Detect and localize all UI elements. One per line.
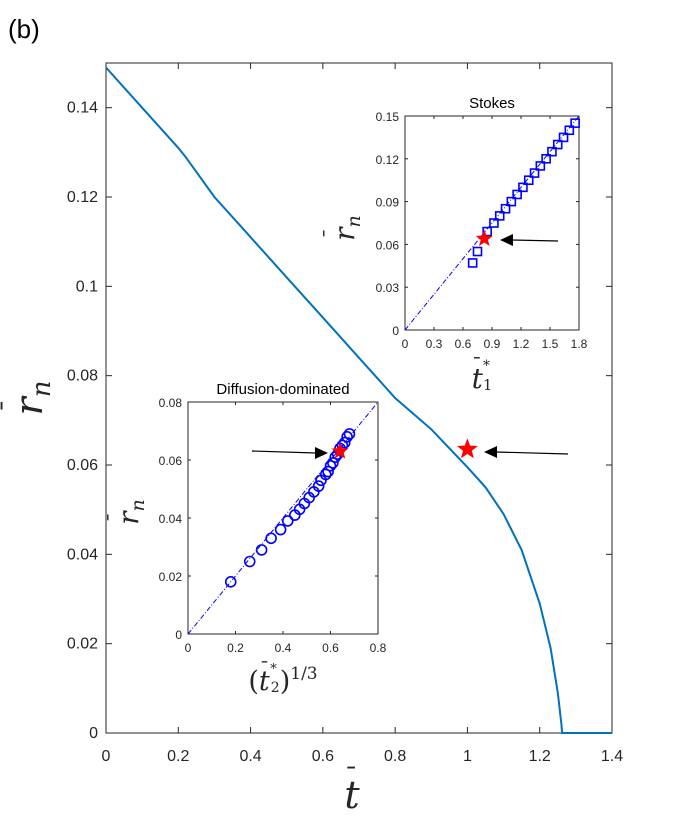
0-xtick-label: 0.2 (167, 748, 189, 765)
diffusion-arrow (251, 447, 328, 459)
svg-text:r¯n: r¯n (319, 215, 365, 241)
stokes-ylabel: r¯n (319, 215, 365, 241)
diffusion-ylabel: r¯n (103, 499, 149, 525)
1-xtick-label: 0.9 (484, 337, 501, 351)
diffusion-data-point (329, 451, 342, 463)
1-ytick-label: 0.12 (376, 153, 400, 167)
diffusion-data-point (322, 465, 334, 478)
stokes-title: Stokes (469, 95, 515, 112)
stokes-data-point (570, 118, 580, 128)
0-ytick-label: 0.1 (76, 278, 98, 295)
0-ytick-label: 0.04 (67, 546, 98, 563)
0-xtick-label: 0 (102, 748, 111, 765)
svg-text:r¯n: r¯n (0, 381, 57, 416)
svg-text:r¯n: r¯n (103, 499, 149, 525)
main-arrow (484, 446, 569, 458)
stokes-data-point (535, 161, 546, 171)
stokes-data-point (467, 258, 478, 268)
1-xtick-label: 1.5 (542, 337, 559, 351)
stokes-xlabel: t¯* 1 (472, 353, 493, 395)
stokes-data-point (541, 154, 551, 164)
main-xlabel: t¯ (344, 763, 360, 817)
stokes-data-point (558, 132, 569, 143)
2-xtick-label: 0.2 (227, 641, 244, 655)
stokes-arrow (500, 234, 559, 246)
diffusion-data-point (224, 575, 237, 588)
diffusion-xlabel: (t¯* 2)1/3 (248, 658, 317, 697)
0-xtick-label: 1 (463, 748, 472, 765)
stokes-data-point (500, 203, 511, 214)
stokes-data-point (518, 182, 528, 193)
diffusion-data-point (343, 428, 356, 440)
2-xtick-label: 0.8 (370, 641, 387, 655)
1-ytick-label: 0 (392, 324, 399, 338)
2-xtick-label: 0 (185, 641, 192, 655)
diffusion-data-point (338, 436, 351, 449)
diffusion-data-point (327, 457, 339, 469)
diffusion-data-point (281, 515, 294, 527)
0-xtick-label: 0.8 (384, 748, 406, 765)
stokes-data-point (494, 211, 505, 221)
0-xtick-label: 0.4 (239, 748, 261, 765)
stokes-fit-line (404, 115, 580, 331)
main-star-marker (457, 438, 478, 459)
inset-diffusion-chart: Diffusion-dominated 0 0.2 0.4 0.6 0.8 0 0.02 0.… (103, 381, 387, 697)
main-chart: 0 0.2 0.4 0.6 0.8 1 1.2 1.4 0 0.02 0.04 0.06 0.08 0.1… (0, 62, 623, 817)
diffusion-data-point (265, 532, 277, 545)
diffusion-data-point (243, 555, 256, 568)
0-xtick-label: 1.4 (601, 748, 623, 765)
main-plot-frame (105, 62, 613, 734)
1-ytick-label: 0.03 (376, 281, 400, 295)
0-ytick-label: 0.12 (67, 189, 98, 206)
diffusion-data-point (324, 459, 337, 472)
0-ytick-label: 0 (89, 725, 98, 742)
diffusion-star-marker (331, 442, 349, 459)
1-ytick-label: 0.15 (376, 110, 400, 124)
0-xtick-label: 0.6 (312, 748, 334, 765)
stokes-data-point (489, 218, 499, 228)
0-ytick-label: 0.06 (67, 457, 98, 474)
diffusion-data-point (274, 523, 287, 536)
diffusion-data-point (341, 430, 353, 443)
2-ytick-label: 0.04 (159, 512, 183, 526)
1-xtick-label: 1.8 (571, 337, 588, 351)
stokes-data-point (482, 226, 492, 237)
1-ytick-label: 0.09 (376, 196, 400, 210)
0-ytick-label: 0.08 (67, 368, 98, 385)
2-ytick-label: 0.02 (159, 570, 183, 584)
stokes-star-marker (475, 229, 493, 246)
main-ylabel: r¯n (0, 381, 57, 416)
diffusion-data-point (312, 480, 325, 492)
stokes-data-point (529, 168, 540, 178)
1-xtick-label: 0.6 (455, 337, 472, 351)
stokes-data-point (552, 139, 563, 150)
0-ytick-label: 0.02 (67, 636, 98, 653)
0-xtick-label: 1.2 (529, 748, 551, 765)
stokes-data-point (523, 175, 534, 185)
2-ytick-label: 0.08 (159, 396, 183, 410)
stokes-data-point (506, 196, 517, 207)
1-xtick-label: 0.3 (426, 337, 443, 351)
1-xtick-label: 0 (402, 337, 409, 351)
panel-label: (b) (8, 14, 40, 44)
stokes-data-point (472, 246, 483, 257)
inset-stokes-chart: Stokes 0 0.3 0.6 0.9 1.2 1.5 1.8 0 0.03 0.06 0.09 0… (319, 95, 588, 395)
stokes-data-point (547, 146, 557, 157)
2-xtick-label: 0.6 (322, 641, 339, 655)
diffusion-data-point (255, 544, 268, 556)
diffusion-title: Diffusion-dominated (216, 381, 349, 398)
2-ytick-label: 0.06 (159, 454, 183, 468)
stokes-data-point (564, 125, 575, 136)
main-series-line (105, 66, 612, 734)
1-ytick-label: 0.06 (376, 238, 400, 252)
2-ytick-label: 0 (175, 628, 182, 642)
stokes-data-point (512, 189, 522, 200)
diffusion-data-point (319, 468, 332, 481)
1-xtick-label: 1.2 (513, 337, 530, 351)
2-xtick-label: 0.4 (275, 641, 292, 655)
0-ytick-label: 0.14 (67, 100, 98, 117)
